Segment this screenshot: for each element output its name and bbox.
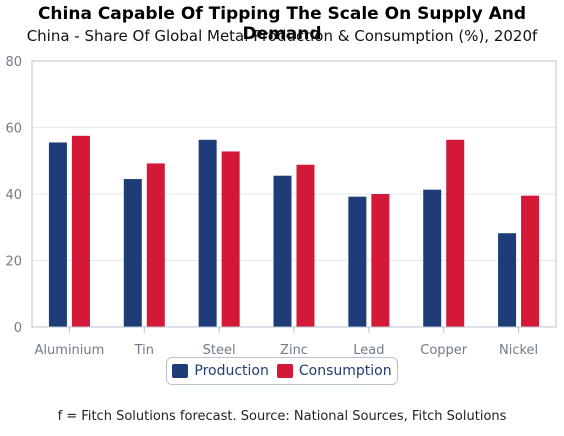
x-tick-label-copper: Copper: [420, 343, 468, 358]
x-tick-label-steel: Steel: [203, 343, 236, 358]
legend-item-production[interactable]: Production: [172, 363, 269, 379]
bar-consumption-steel: [221, 151, 240, 327]
y-tick-label: 80: [5, 55, 22, 70]
y-tick-labels: 0 20 40 60 80: [5, 55, 22, 336]
legend-swatch-consumption: [276, 364, 293, 378]
bar-production-zinc: [273, 175, 292, 327]
y-tick-label: 60: [5, 122, 22, 137]
bar-consumption-tin: [146, 163, 165, 327]
axes: [31, 60, 557, 333]
footnote: f = Fitch Solutions forecast. Source: Na…: [57, 409, 507, 424]
bar-consumption-lead: [371, 194, 390, 327]
chart-subtitle: China - Share Of Global Metal Production…: [26, 27, 538, 45]
chart-title: China Capable Of Tipping The Scale On Su…: [37, 4, 527, 44]
bar-production-nickel: [498, 233, 517, 327]
legend-swatch-production: [172, 364, 189, 378]
bar-production-steel: [198, 139, 217, 327]
legend-item-consumption[interactable]: Consumption: [276, 363, 392, 379]
y-tick-label: 40: [5, 188, 22, 203]
x-tick-labels: Aluminium Tin Steel Zinc Lead Copper Nickel: [35, 343, 539, 358]
x-tick-label-zinc: Zinc: [280, 343, 308, 358]
x-tick-label-nickel: Nickel: [499, 343, 538, 358]
bar-consumption-nickel: [521, 195, 540, 327]
bar-production-lead: [348, 196, 367, 327]
x-tick-label-aluminium: Aluminium: [35, 343, 105, 358]
bar-consumption-copper: [446, 139, 465, 327]
bar-production-aluminium: [48, 142, 67, 327]
legend: Production Consumption: [166, 357, 398, 385]
bar-consumption-zinc: [296, 164, 315, 327]
bar-production-tin: [123, 179, 142, 327]
legend-label-production: Production: [194, 363, 269, 379]
gridlines: [32, 60, 556, 328]
bar-consumption-aluminium: [71, 135, 90, 327]
bars: [48, 135, 540, 327]
x-tick-label-lead: Lead: [353, 343, 384, 358]
y-tick-label: 0: [14, 321, 22, 336]
x-tick-label-tin: Tin: [134, 343, 154, 358]
legend-label-consumption: Consumption: [298, 363, 392, 379]
y-tick-label: 20: [5, 255, 22, 270]
bar-production-copper: [423, 189, 442, 327]
